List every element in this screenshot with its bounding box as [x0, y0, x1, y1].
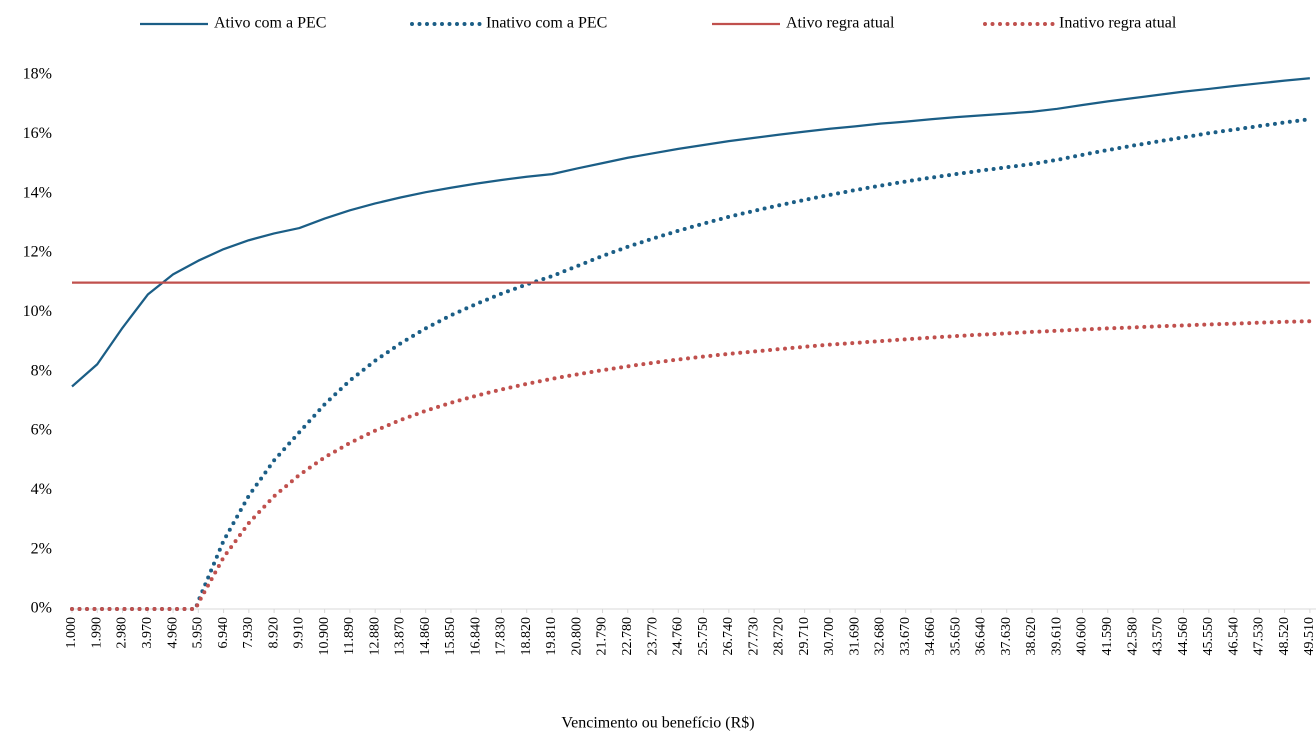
- x-tick-label: 30.700: [822, 617, 837, 656]
- y-tick-label: 4%: [31, 481, 52, 498]
- x-tick-label: 2.980: [115, 617, 130, 649]
- series-line: [71, 77, 1310, 388]
- x-tick-label: 5.950: [191, 617, 206, 649]
- x-tick-label: 18.820: [519, 617, 534, 656]
- x-tick-label: 4.960: [165, 617, 180, 649]
- legend-label: Inativo regra atual: [1059, 15, 1177, 32]
- x-tick-label: 47.530: [1252, 617, 1267, 656]
- y-tick-label: 10%: [23, 303, 52, 320]
- x-tick-label: 28.720: [772, 617, 787, 656]
- x-tick-label: 7.930: [241, 617, 256, 649]
- x-tick-label: 31.690: [847, 617, 862, 656]
- x-tick-label: 11.890: [342, 617, 357, 655]
- x-tick-label: 35.650: [948, 617, 963, 656]
- y-tick-label: 16%: [23, 125, 52, 142]
- x-tick-label: 8.920: [266, 617, 281, 649]
- x-tick-label: 12.880: [367, 617, 382, 656]
- x-tick-label: 25.750: [696, 617, 711, 656]
- x-tick-label: 13.870: [393, 617, 408, 656]
- x-tick-label: 26.740: [721, 617, 736, 656]
- x-tick-label: 6.940: [216, 617, 231, 649]
- x-tick-label: 36.640: [974, 617, 989, 656]
- x-tick-label: 45.550: [1201, 617, 1216, 656]
- x-tick-label: 29.710: [797, 617, 812, 656]
- x-tick-label: 20.800: [569, 617, 584, 656]
- legend-label: Inativo com a PEC: [486, 15, 607, 32]
- x-tick-label: 49.510: [1302, 617, 1316, 656]
- x-tick-label: 44.560: [1176, 617, 1191, 656]
- x-tick-label: 37.630: [999, 617, 1014, 656]
- x-tick-label: 43.570: [1151, 617, 1166, 656]
- x-tick-label: 33.670: [898, 617, 913, 656]
- y-tick-label: 18%: [23, 66, 52, 83]
- x-tick-label: 19.810: [544, 617, 559, 656]
- x-tick-label: 42.580: [1125, 617, 1140, 656]
- x-tick-label: 3.970: [140, 617, 155, 649]
- x-tick-label: 27.730: [746, 617, 761, 656]
- x-tick-label: 17.830: [494, 617, 509, 656]
- x-tick-label: 10.900: [317, 617, 332, 656]
- x-tick-label: 32.680: [873, 617, 888, 656]
- y-tick-label: 2%: [31, 540, 52, 557]
- x-tick-label: 1.000: [64, 617, 79, 649]
- x-tick-label: 39.610: [1049, 617, 1064, 656]
- x-tick-label: 41.590: [1100, 617, 1115, 656]
- x-tick-label: 16.840: [468, 617, 483, 656]
- x-tick-label: 40.600: [1075, 617, 1090, 656]
- x-tick-label: 38.620: [1024, 617, 1039, 656]
- x-tick-label: 9.910: [292, 617, 307, 649]
- y-tick-label: 0%: [31, 600, 52, 617]
- series-line: [70, 117, 1312, 611]
- x-tick-label: 46.540: [1226, 617, 1241, 656]
- legend-label: Ativo com a PEC: [214, 15, 326, 32]
- legend-label: Ativo regra atual: [786, 15, 895, 32]
- x-tick-label: 23.770: [645, 617, 660, 656]
- y-tick-label: 6%: [31, 422, 52, 439]
- x-tick-label: 48.520: [1277, 617, 1292, 656]
- y-tick-label: 14%: [23, 184, 52, 201]
- x-tick-label: 14.860: [418, 617, 433, 656]
- x-axis-title: Vencimento ou benefício (R$): [561, 715, 754, 732]
- x-tick-label: 1.990: [89, 617, 104, 649]
- series-line: [70, 319, 1312, 611]
- x-tick-label: 21.790: [595, 617, 610, 656]
- y-tick-label: 8%: [31, 362, 52, 379]
- y-tick-label: 12%: [23, 244, 52, 261]
- x-tick-label: 15.850: [443, 617, 458, 656]
- x-tick-label: 22.780: [620, 617, 635, 656]
- x-tick-label: 24.760: [671, 617, 686, 656]
- x-tick-label: 34.660: [923, 617, 938, 656]
